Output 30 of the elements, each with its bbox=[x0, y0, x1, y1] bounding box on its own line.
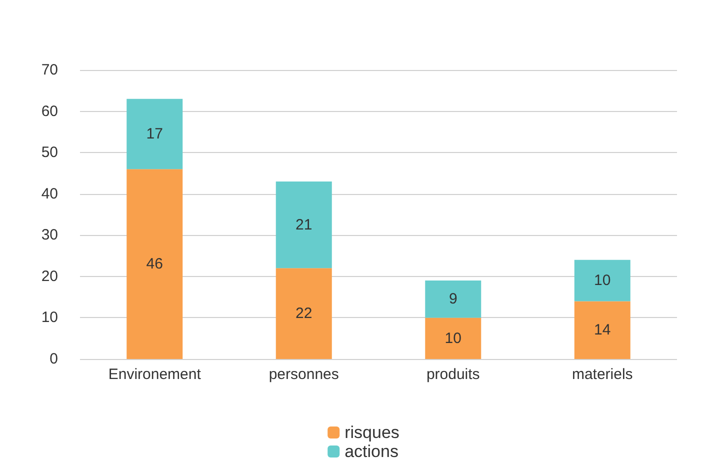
y-tick-label: 0 bbox=[50, 350, 58, 368]
x-tick-label: produits bbox=[426, 366, 480, 383]
y-tick-label: 50 bbox=[41, 144, 58, 162]
bar bbox=[425, 280, 482, 318]
legend-label: risques bbox=[344, 423, 400, 442]
data-label: 10 bbox=[594, 272, 611, 290]
bar bbox=[276, 181, 332, 268]
x-tick-label: personnes bbox=[268, 366, 339, 383]
y-tick-label: 70 bbox=[41, 62, 58, 78]
data-label: 17 bbox=[146, 125, 163, 142]
y-tick-label: 30 bbox=[41, 226, 58, 244]
bar bbox=[574, 301, 630, 359]
x-tick-label: materiels bbox=[572, 366, 633, 383]
data-label: 14 bbox=[594, 322, 611, 339]
data-label: 22 bbox=[296, 305, 312, 322]
x-tick-label: Environement bbox=[108, 366, 202, 383]
bar bbox=[126, 98, 183, 170]
y-tick-label: 60 bbox=[41, 102, 58, 120]
data-label: 21 bbox=[296, 216, 312, 234]
bar bbox=[276, 268, 332, 359]
legend-label: actions bbox=[344, 442, 398, 461]
y-tick-label: 10 bbox=[41, 309, 58, 326]
y-tick-label: 40 bbox=[41, 185, 58, 202]
y-tick-label: 20 bbox=[41, 268, 58, 285]
data-label: 46 bbox=[146, 256, 163, 273]
bar bbox=[425, 318, 482, 359]
data-label: 9 bbox=[448, 290, 458, 308]
bar bbox=[126, 169, 183, 359]
data-label: 10 bbox=[444, 330, 462, 347]
bar bbox=[574, 260, 630, 302]
